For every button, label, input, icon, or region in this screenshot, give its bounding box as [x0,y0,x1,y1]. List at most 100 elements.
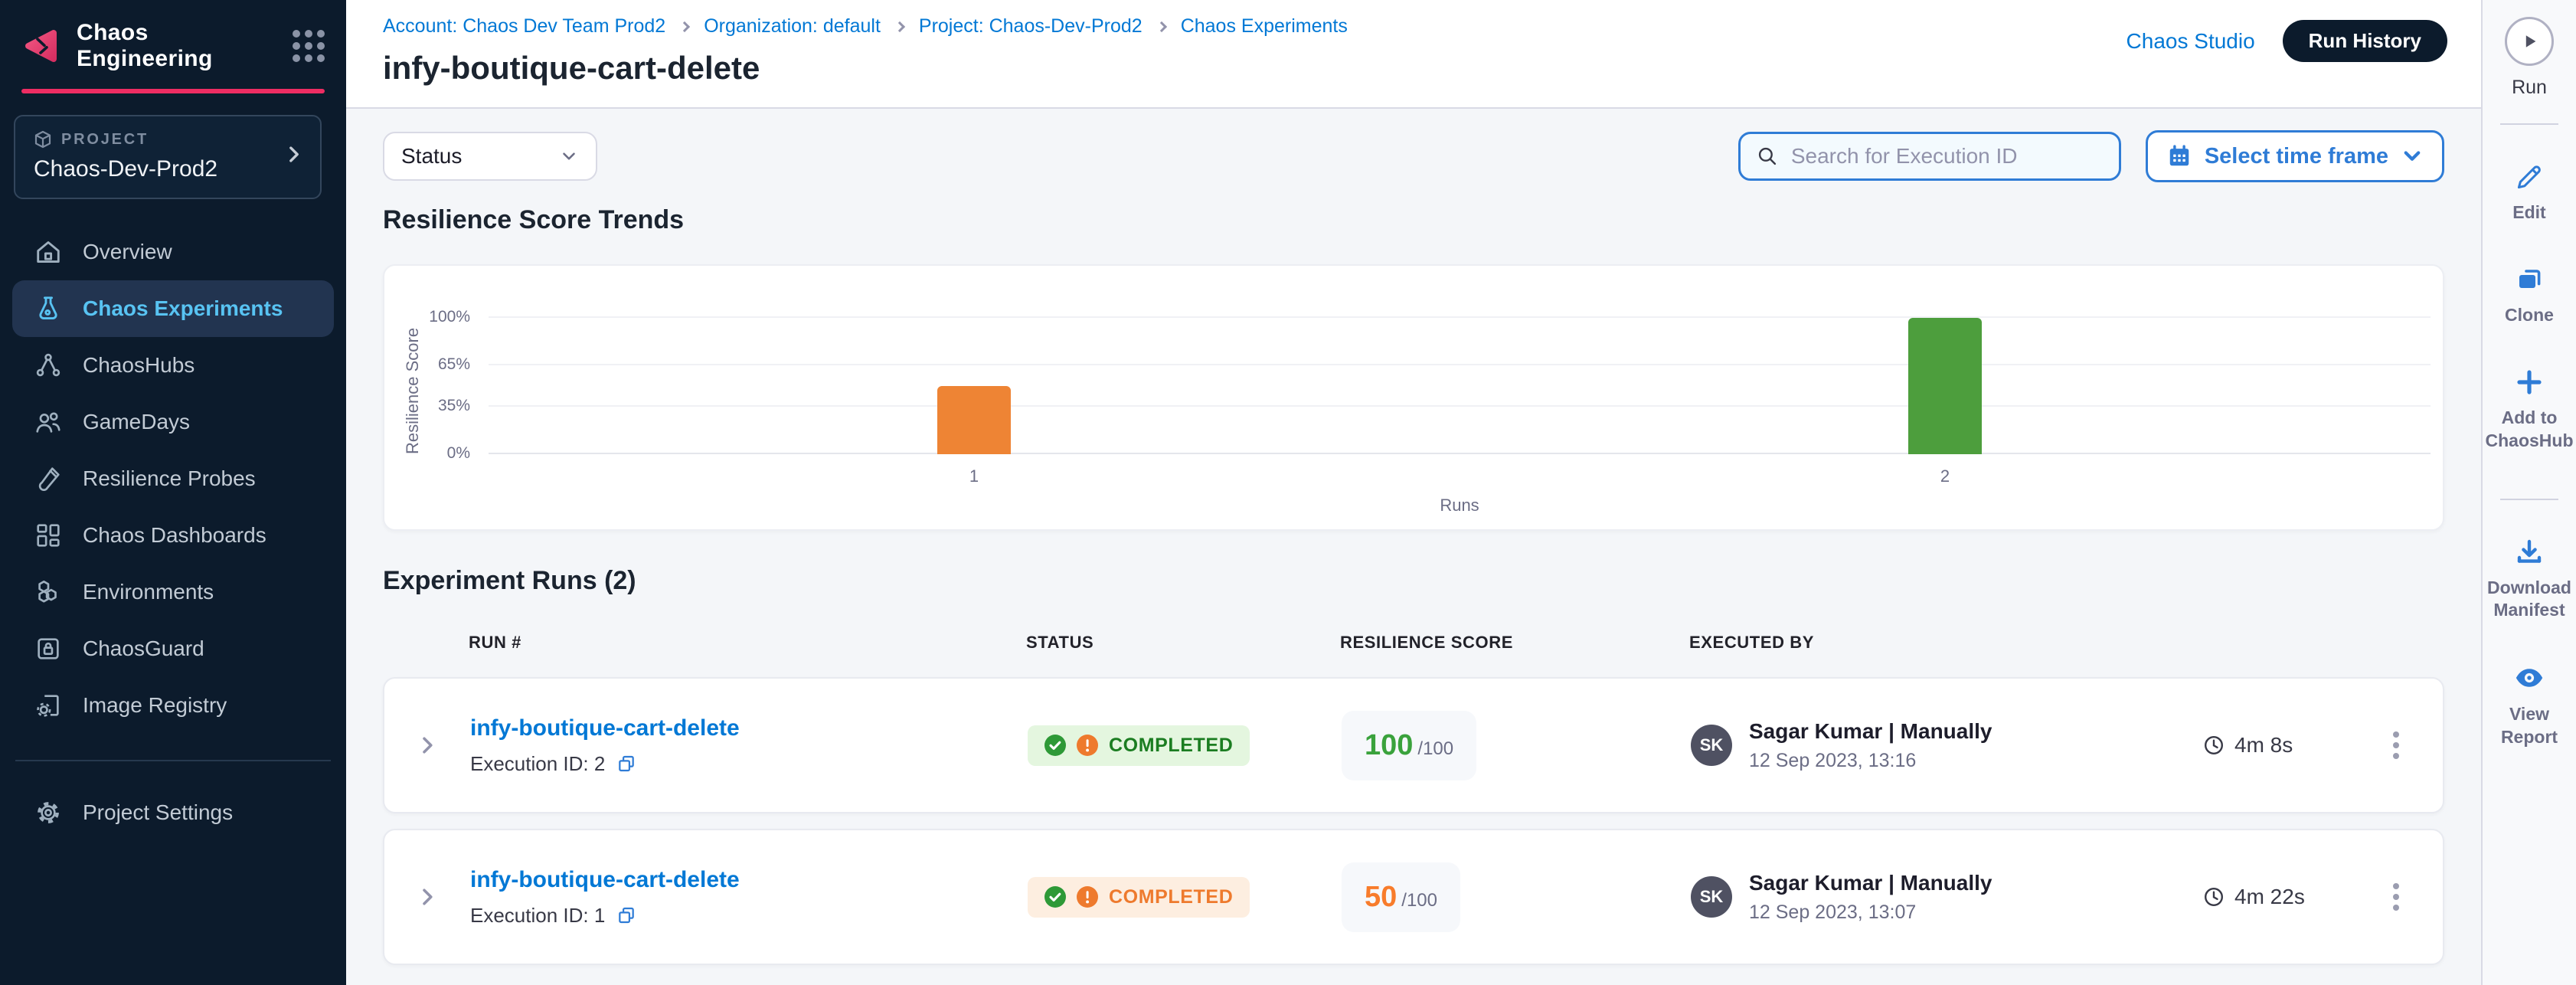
run-button-label: Run [2512,77,2547,98]
sidebar-item-gamedays[interactable]: GameDays [12,394,334,450]
search-icon [1756,145,1779,168]
filters-toolbar: Status Select time frame [346,109,2481,182]
right-action-rail: Run Edit Clone Add to ChaosHub Dow [2481,0,2576,985]
sidebar-item-label: ChaosGuard [83,636,204,660]
breadcrumb-separator-icon [1156,21,1167,32]
clock-icon [2202,734,2225,757]
clone-icon [2514,264,2545,295]
alert-circle-icon [1077,735,1098,756]
copy-icon[interactable] [616,753,637,774]
eye-icon [2513,662,2545,694]
run-duration: 4m 22s [2234,885,2305,908]
flask-icon [34,294,63,323]
sidebar-item-image-registry[interactable]: Image Registry [12,677,334,734]
check-circle-icon [1044,886,1066,908]
run-name-link[interactable]: infy-boutique-cart-delete [470,715,740,741]
gear-icon [34,798,63,827]
breadcrumb-separator-icon [894,21,905,32]
hub-network-icon [34,351,63,380]
breadcrumb-account[interactable]: Account: Chaos Dev Team Prod2 [383,15,666,37]
rail-divider [2500,123,2558,125]
harness-logo-icon [21,26,61,66]
search-box [1737,132,2121,181]
sidebar-item-project-settings[interactable]: Project Settings [12,784,334,841]
chevron-right-icon [283,143,305,172]
clone-action[interactable]: Clone [2505,264,2554,327]
cube-icon [34,130,52,149]
timeframe-button[interactable]: Select time frame [2145,130,2444,182]
sidebar-item-label: Chaos Experiments [83,296,283,320]
trends-section-title: Resilience Score Trends [383,205,685,234]
left-sidebar: Chaos Engineering PROJECT Chaos-Dev-Prod… [0,0,346,985]
app-switcher-icon[interactable] [293,30,325,62]
rail-action-label: View Report [2500,704,2558,748]
expand-row-icon[interactable] [384,733,470,758]
sidebar-item-overview[interactable]: Overview [12,224,334,280]
executed-by: Sagar Kumar | Manually [1749,870,1992,895]
chart-xtick-label: 2 [1940,466,1950,486]
brand-row: Chaos Engineering [0,0,346,86]
row-menu-icon[interactable] [2387,725,2405,765]
project-selector[interactable]: PROJECT Chaos-Dev-Prod2 [14,115,322,199]
chart-bar[interactable] [1908,318,1982,454]
run-name-link[interactable]: infy-boutique-cart-delete [470,866,740,892]
chaos-studio-link[interactable]: Chaos Studio [2126,28,2255,53]
sidebar-item-resilience-probes[interactable]: Resilience Probes [12,450,334,507]
registry-gear-icon [34,691,63,720]
shield-lock-icon [34,634,63,663]
status-filter-select[interactable]: Status [383,132,597,181]
breadcrumb-chaos-experiments[interactable]: Chaos Experiments [1180,15,1348,37]
score-value: 100 [1365,728,1414,761]
view-report-action[interactable]: View Report [2485,662,2574,749]
sidebar-item-label: GameDays [83,410,191,434]
copy-icon[interactable] [616,905,637,926]
chart-gridline: 65% [438,355,2431,373]
breadcrumb-separator-icon [679,21,691,32]
status-badge: COMPLETED [1028,725,1250,766]
score-value: 50 [1365,880,1398,913]
download-manifest-action[interactable]: Download Manifest [2485,537,2574,623]
chart-ytick-label: 0% [446,444,470,462]
chart-gridline: 100% [429,308,2431,326]
table-row: infy-boutique-cart-delete Execution ID: … [383,677,2444,813]
run-button[interactable] [2505,17,2554,66]
run-duration: 4m 8s [2234,733,2293,757]
column-header-status: STATUS [1026,633,1094,652]
sidebar-item-label: Resilience Probes [83,466,256,490]
clock-icon [2202,885,2225,908]
add-to-chaoshub-action[interactable]: Add to ChaosHub [2485,367,2574,453]
sidebar-item-chaosguard[interactable]: ChaosGuard [12,620,334,677]
execution-id: Execution ID: 2 [470,751,606,775]
chart-bar[interactable] [937,386,1011,454]
breadcrumb-organization[interactable]: Organization: default [704,15,881,37]
sidebar-item-environments[interactable]: Environments [12,564,334,620]
status-text: COMPLETED [1109,885,1234,908]
sidebar-item-chaos-experiments[interactable]: Chaos Experiments [12,280,334,337]
search-input[interactable] [1790,144,2104,169]
dashboard-icon [34,521,63,550]
sidebar-nav: Overview Chaos Experiments ChaosHubs Gam… [0,224,346,734]
download-icon [2514,537,2545,568]
breadcrumb-project[interactable]: Project: Chaos-Dev-Prod2 [918,15,1143,37]
chart-xtick-label: 1 [969,466,979,486]
product-title: Chaos Engineering [77,20,213,71]
hexagons-icon [34,578,63,607]
sidebar-item-label: Image Registry [83,693,227,717]
test-tube-icon [34,464,63,493]
row-menu-icon[interactable] [2387,877,2405,917]
sidebar-divider [15,760,331,761]
status-filter-label: Status [401,144,463,168]
chart-ytick-label: 65% [437,355,470,374]
executed-by: Sagar Kumar | Manually [1749,718,1992,743]
executed-at: 12 Sep 2023, 13:16 [1749,749,1917,771]
rail-action-label: Edit [2512,202,2546,222]
sidebar-item-chaos-dashboards[interactable]: Chaos Dashboards [12,507,334,564]
edit-action[interactable]: Edit [2512,162,2546,224]
run-history-button[interactable]: Run History [2282,20,2447,62]
check-circle-icon [1044,735,1066,756]
chart-ytick-label: 100% [429,308,470,326]
main-area: Account: Chaos Dev Team Prod2 Organizati… [346,0,2481,985]
expand-row-icon[interactable] [384,885,470,909]
sidebar-item-chaoshubs[interactable]: ChaosHubs [12,337,334,394]
column-header-resilience-score: RESILIENCE SCORE [1340,633,1513,652]
